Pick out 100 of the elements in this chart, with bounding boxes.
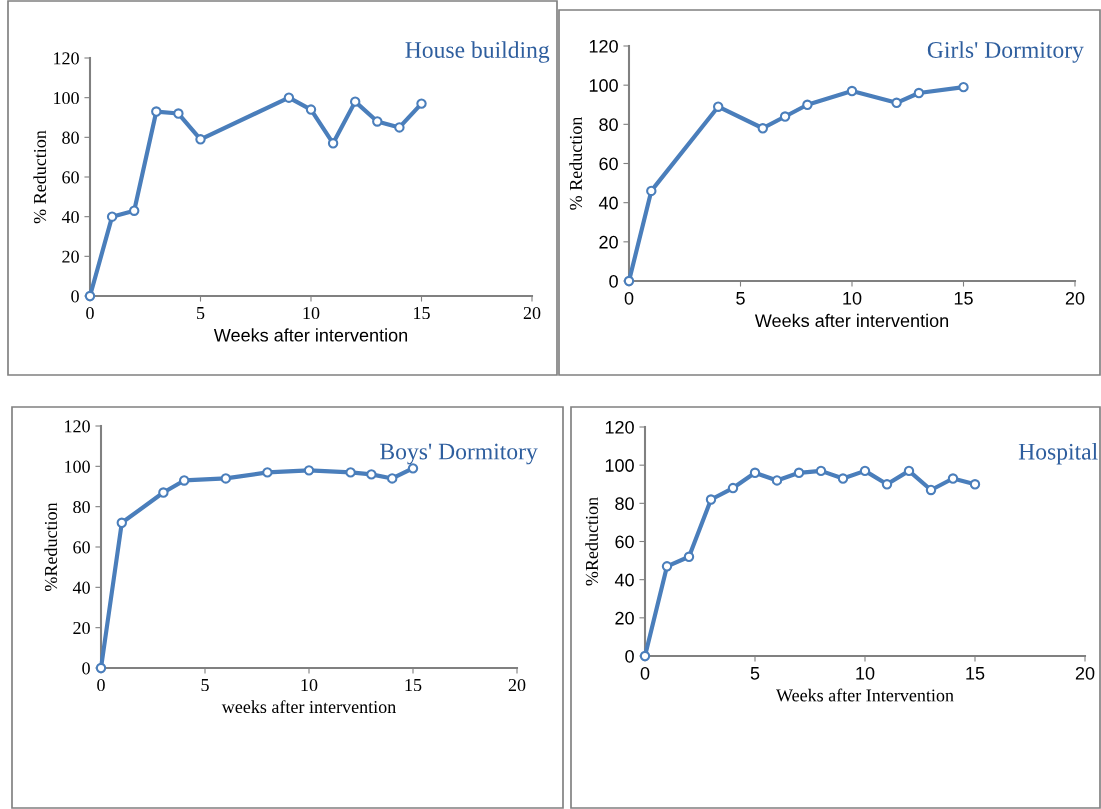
point bbox=[305, 104, 317, 115]
point bbox=[802, 99, 813, 110]
x-tick-label: 10 bbox=[856, 666, 875, 680]
x-tick-label: 5 bbox=[201, 679, 209, 692]
point bbox=[925, 484, 937, 496]
y-tick-label: 40 bbox=[72, 581, 90, 594]
y-tick-label: 120 bbox=[589, 39, 618, 53]
point bbox=[705, 494, 717, 505]
chart-title: Girls' Dormitory bbox=[927, 41, 1084, 63]
point bbox=[683, 551, 695, 562]
text: Hospital bbox=[1018, 443, 1098, 465]
x-tick-label: 15 bbox=[966, 667, 985, 680]
point bbox=[416, 98, 427, 109]
point bbox=[727, 482, 739, 494]
x-tick-label: 5 bbox=[197, 307, 205, 320]
point bbox=[837, 473, 849, 484]
y-axis-title: %Reduction bbox=[44, 502, 58, 592]
y-tick-label: 100 bbox=[605, 459, 634, 472]
point bbox=[779, 111, 791, 122]
y-tick-label: 100 bbox=[589, 79, 618, 92]
point bbox=[220, 473, 232, 484]
point bbox=[891, 97, 902, 108]
y-axis-title: % Reduction bbox=[33, 130, 47, 224]
y-tick-label: 80 bbox=[615, 497, 634, 511]
point bbox=[283, 92, 295, 103]
y-axis-title: %Reduction bbox=[585, 497, 599, 586]
point bbox=[958, 81, 969, 93]
point bbox=[116, 517, 128, 529]
x-tick-label: 20 bbox=[1065, 291, 1085, 305]
point bbox=[106, 211, 118, 222]
y-tick-label: 60 bbox=[615, 535, 634, 549]
x-tick-label: 0 bbox=[640, 666, 650, 680]
y-tick-label: 20 bbox=[615, 611, 634, 625]
point bbox=[158, 487, 169, 498]
y-tick-label: 100 bbox=[54, 91, 79, 105]
point bbox=[178, 475, 190, 486]
point bbox=[757, 123, 769, 134]
y-tick-label: 40 bbox=[61, 210, 79, 224]
point bbox=[661, 561, 673, 572]
point bbox=[366, 469, 377, 480]
point bbox=[969, 479, 981, 490]
y-tick-label: 20 bbox=[62, 250, 79, 263]
x-tick-label: 15 bbox=[954, 292, 973, 305]
point bbox=[815, 465, 827, 477]
x-tick-label: 20 bbox=[523, 306, 541, 320]
point bbox=[913, 87, 925, 99]
y-tick-label: 120 bbox=[605, 420, 634, 434]
point bbox=[327, 138, 339, 149]
point bbox=[349, 96, 361, 107]
y-tick-label: 120 bbox=[65, 420, 90, 433]
point bbox=[846, 85, 858, 97]
x-tick-label: 5 bbox=[736, 292, 745, 305]
y-tick-label: 120 bbox=[54, 52, 79, 65]
y-tick-label: 0 bbox=[625, 649, 634, 663]
y-tick-label: 0 bbox=[609, 274, 618, 288]
point bbox=[386, 473, 398, 484]
x-tick-label: 10 bbox=[301, 678, 318, 692]
y-axis-title: % Reduction bbox=[569, 116, 583, 210]
point bbox=[394, 122, 405, 133]
point bbox=[712, 101, 724, 112]
x-tick-label: 10 bbox=[303, 306, 320, 320]
point bbox=[151, 106, 162, 117]
y-tick-label: 80 bbox=[73, 500, 90, 514]
x-tick-label: 5 bbox=[750, 667, 760, 680]
y-tick-label: 80 bbox=[599, 118, 618, 132]
text: Boys' Dormitory bbox=[380, 443, 538, 465]
point bbox=[881, 479, 893, 490]
point bbox=[639, 650, 651, 662]
point bbox=[793, 467, 805, 479]
point bbox=[903, 465, 915, 477]
point bbox=[749, 467, 761, 479]
y-tick-label: 20 bbox=[73, 621, 90, 635]
x-axis-title: Weeks after intervention bbox=[213, 328, 408, 342]
x-tick-label: 20 bbox=[508, 678, 526, 692]
x-axis-title: Weeks after Intervention bbox=[776, 688, 954, 702]
x-tick-label: 20 bbox=[1075, 666, 1095, 680]
y-tick-label: 100 bbox=[65, 460, 90, 473]
y-tick-label: 60 bbox=[62, 171, 79, 184]
point bbox=[303, 465, 315, 476]
y-tick-label: 40 bbox=[598, 196, 618, 210]
point bbox=[345, 467, 356, 478]
point bbox=[771, 475, 783, 486]
point bbox=[623, 275, 635, 287]
y-tick-label: 60 bbox=[599, 157, 618, 171]
y-tick-label: 80 bbox=[62, 131, 79, 144]
point bbox=[128, 205, 140, 216]
x-axis-title: weeks after intervention bbox=[221, 700, 396, 714]
y-tick-label: 60 bbox=[73, 541, 90, 554]
point bbox=[646, 185, 657, 197]
x-axis-title: Weeks after intervention bbox=[754, 313, 949, 328]
point bbox=[95, 662, 107, 674]
y-tick-label: 40 bbox=[614, 573, 634, 587]
y-tick-label: 20 bbox=[599, 235, 618, 249]
chart-title: House building bbox=[405, 41, 550, 63]
x-tick-label: 15 bbox=[405, 679, 422, 692]
point bbox=[173, 108, 184, 119]
point bbox=[84, 290, 96, 302]
point bbox=[947, 473, 959, 484]
point bbox=[372, 116, 383, 127]
point bbox=[262, 467, 273, 478]
